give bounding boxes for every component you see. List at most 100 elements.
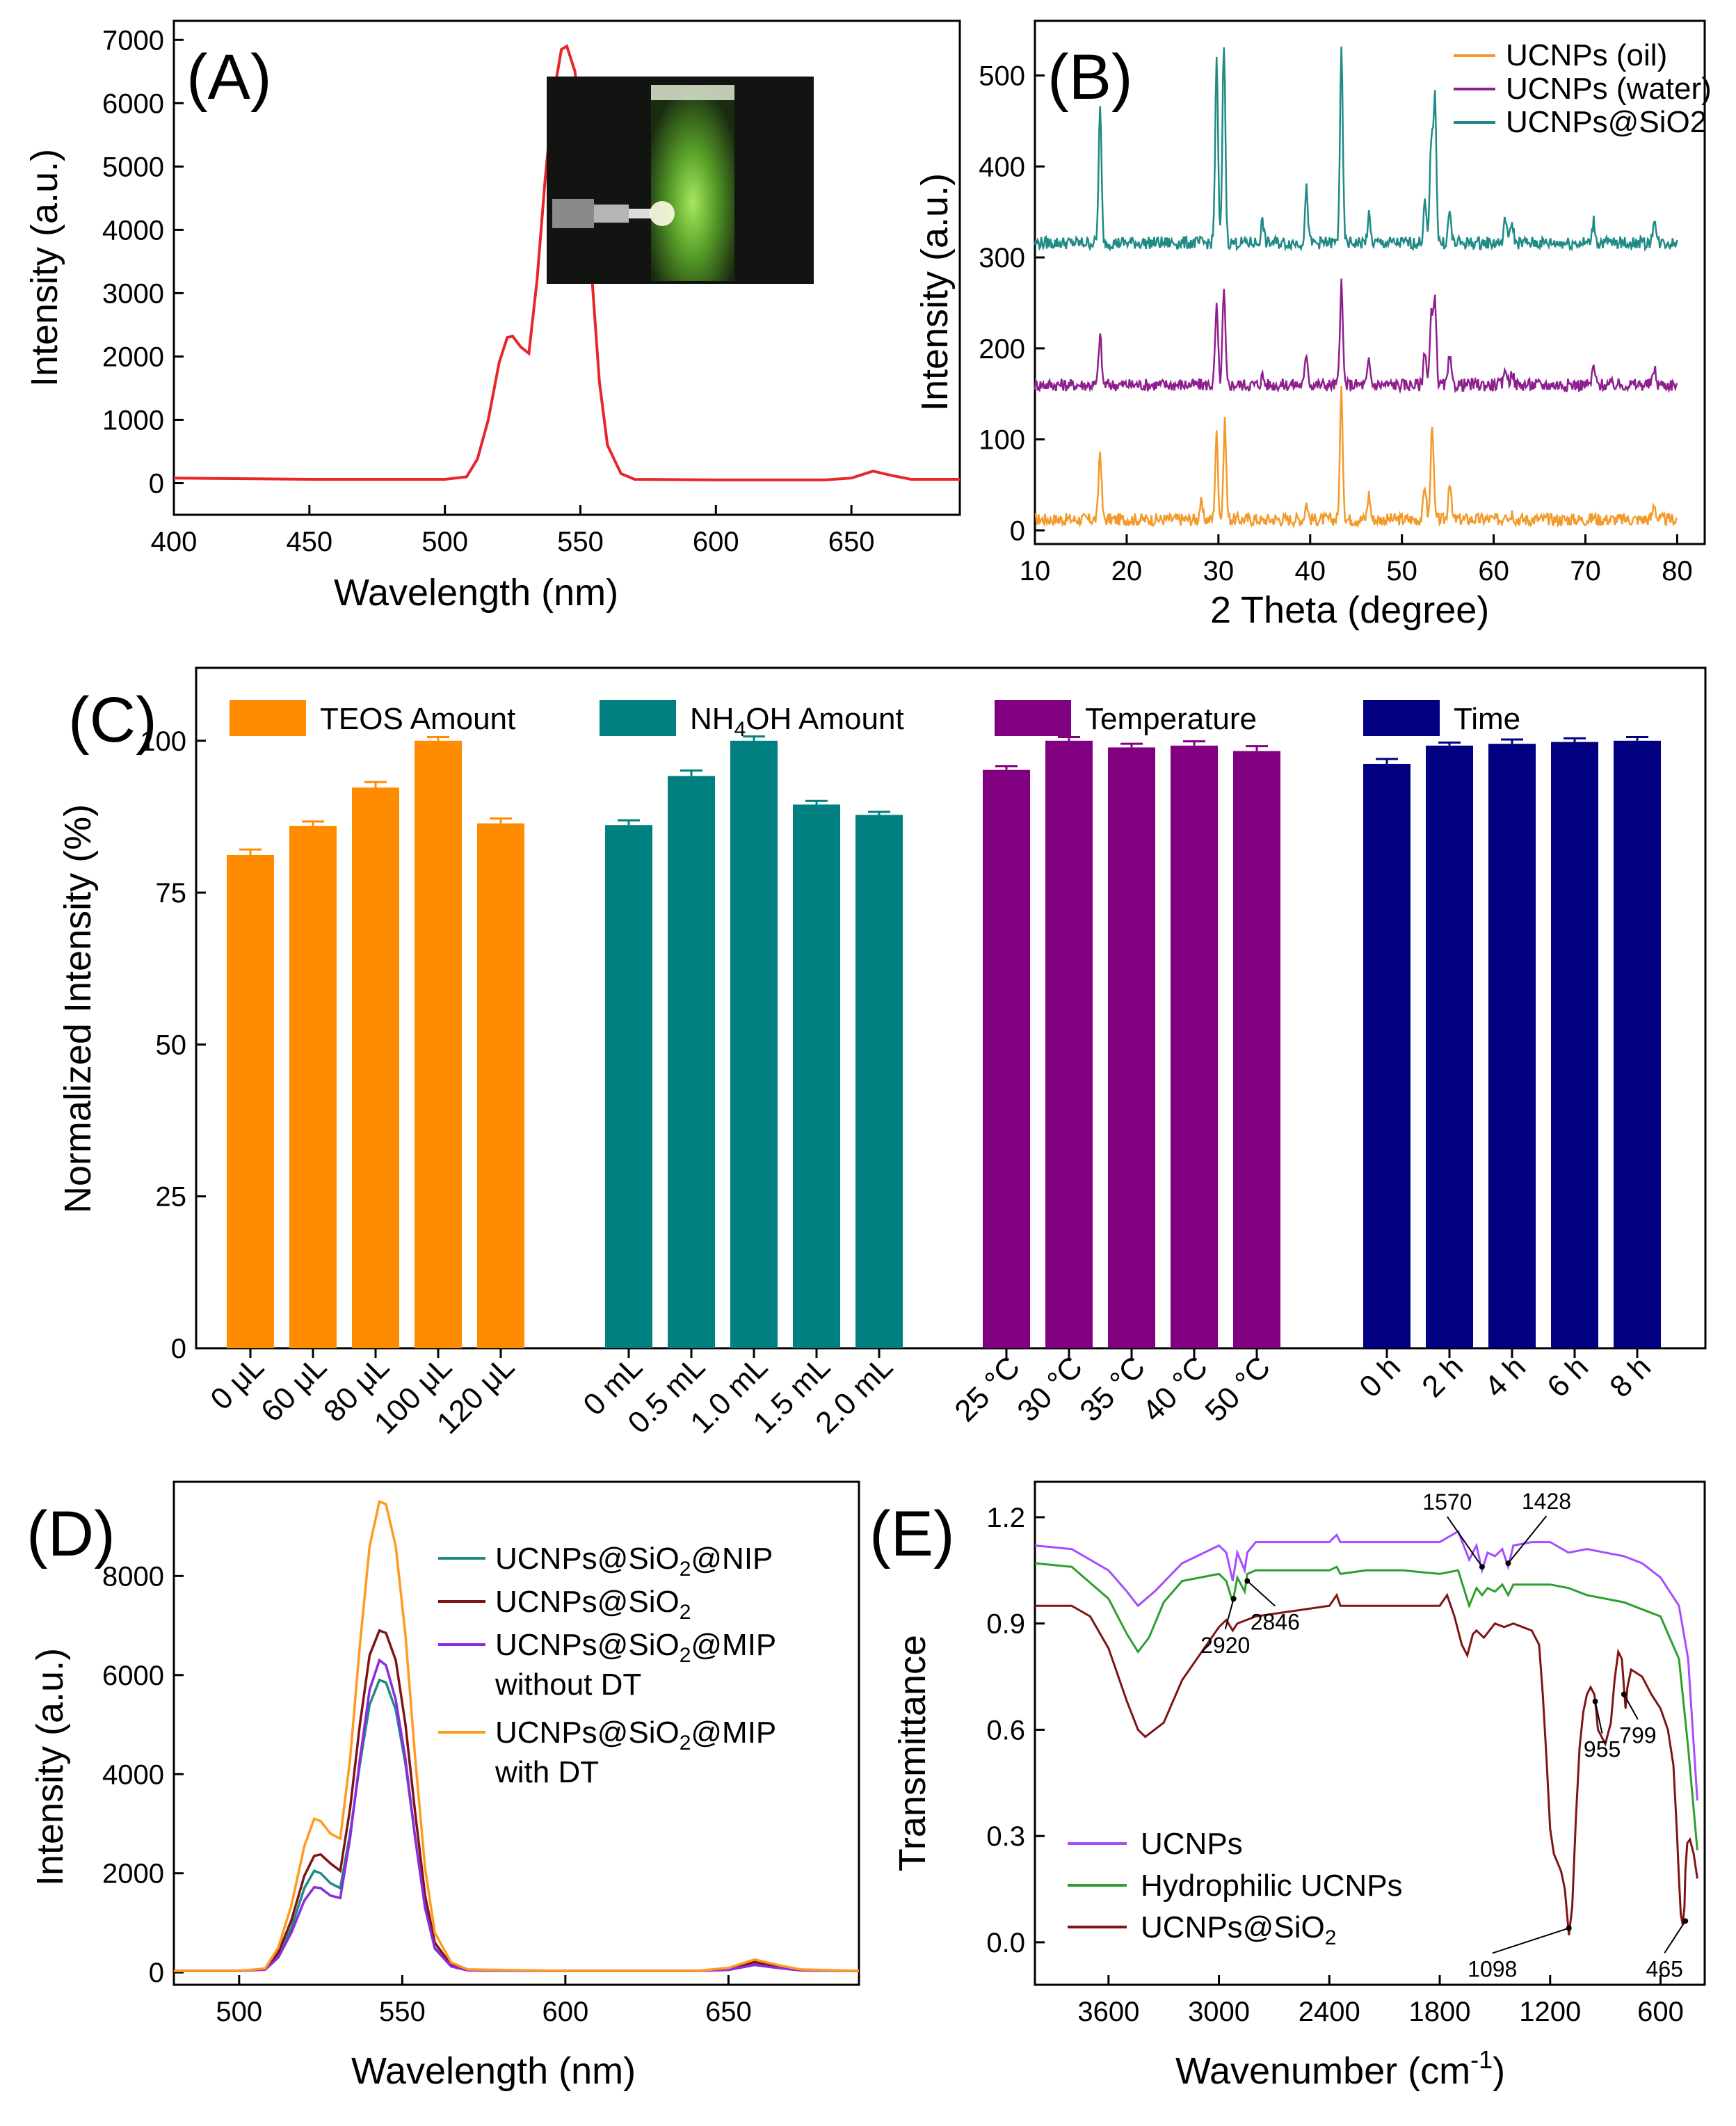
panel-d-x-tick-label: 550 <box>379 1997 426 2027</box>
x-tick-label: 60 μL <box>255 1350 333 1428</box>
x-tick-label: 4 h <box>1478 1350 1532 1404</box>
panel-a-label: (A) <box>186 42 272 113</box>
panel-b-y-tick-label: 500 <box>979 61 1025 91</box>
annotation-label: 1570 <box>1422 1489 1472 1514</box>
panel-c-y-tick-label: 25 <box>156 1182 187 1213</box>
bar <box>1614 740 1661 1348</box>
x-tick-label: 2 h <box>1415 1350 1470 1404</box>
panel-b-y-tick-label: 300 <box>979 243 1025 273</box>
legend-label-mip-without: UCNPs@SiO2@MIP <box>495 1628 776 1667</box>
panel-b-x-ticks: 10 20 30 40 50 60 70 80 <box>1020 534 1693 586</box>
panel-b-label: (B) <box>1047 42 1133 113</box>
panel-e-y-tick-label: 0.0 <box>986 1928 1025 1958</box>
annotation-arrowhead <box>1244 1578 1251 1584</box>
panel-c-y-tick-label: 0 <box>171 1334 186 1364</box>
panel-d-x-tick-label: 600 <box>542 1997 588 2027</box>
annotation-arrow <box>1447 1516 1483 1567</box>
ftir-series-line <box>1035 1592 1698 1935</box>
panel-c-y-title: Normalized Intensity (%) <box>57 804 99 1213</box>
panel-a-x-tick-label: 500 <box>421 527 468 557</box>
panel-c-label: (C) <box>68 685 157 756</box>
panel-e-x-tick-label: 600 <box>1637 1997 1684 2027</box>
panel-a-y-title: Intensity (a.u.) <box>24 149 65 387</box>
panel-b-x-tick-label: 80 <box>1662 556 1693 586</box>
panel-b-x-tick-label: 60 <box>1478 556 1509 586</box>
panel-b-xrd-lines <box>1034 46 1678 529</box>
legend-label-sio2: UCNPs@SiO2 <box>495 1585 691 1624</box>
legend-swatch-nh4oh <box>600 700 676 736</box>
panel-a-x-title: Wavelength (nm) <box>334 572 618 614</box>
bar <box>1171 745 1218 1348</box>
bar <box>1108 747 1155 1348</box>
panel-c-legend: TEOS Amount NH4OH Amount Temperature Tim… <box>230 700 1520 741</box>
panel-d-y-tick-label: 8000 <box>102 1561 164 1592</box>
legend-label-teos: TEOS Amount <box>320 702 515 736</box>
panel-a-y-tick-label: 3000 <box>102 278 164 309</box>
annotation-label: 2920 <box>1200 1633 1250 1658</box>
panel-b-legend: UCNPs (oil) UCNPs (water) UCNPs@SiO2 <box>1454 38 1712 139</box>
panel-c-y-tick-label: 50 <box>156 1030 187 1060</box>
panel-d-lines <box>174 1500 860 1972</box>
panel-a-y-tick-label: 5000 <box>102 152 164 182</box>
panel-a-y-tick-label: 1000 <box>102 405 164 435</box>
legend-swatch-teos <box>230 700 306 736</box>
annotation-arrow <box>1623 1694 1639 1720</box>
bar <box>855 815 903 1348</box>
panel-a-x-tick-label: 400 <box>151 527 198 557</box>
panel-c-y-ticks: 0 25 50 75 100 <box>140 726 206 1364</box>
panel-e-x-title: Wavenumber (cm-1) <box>1175 2045 1505 2092</box>
panel-a-y-tick-label: 0 <box>149 468 164 499</box>
panel-e-y-ticks: 0.0 0.3 0.6 0.9 1.2 <box>986 1503 1045 1958</box>
panel-a-y-tick-label: 6000 <box>102 88 164 119</box>
bar <box>605 825 652 1348</box>
panel-d-x-tick-label: 650 <box>705 1997 752 2027</box>
panel-e-x-tick-label: 1800 <box>1409 1997 1471 2027</box>
bar <box>352 788 399 1348</box>
legend-label-hydrophilic: Hydrophilic UCNPs <box>1141 1869 1403 1903</box>
legend-label-nip: UCNPs@SiO2@NIP <box>495 1542 773 1581</box>
bar <box>793 804 840 1348</box>
legend-label-water: UCNPs (water) <box>1506 72 1712 106</box>
bar <box>415 740 462 1348</box>
panel-b-x-tick-label: 20 <box>1111 556 1143 586</box>
annotation-arrow <box>1664 1920 1687 1953</box>
bar <box>1045 740 1093 1348</box>
annotation-label: 465 <box>1646 1956 1683 1981</box>
xrd-series-line <box>1034 46 1678 252</box>
bar <box>289 826 337 1348</box>
annotation-arrowhead <box>1230 1596 1237 1602</box>
panel-e-x-ticks: 3600 3000 2400 1800 1200 600 <box>1077 1975 1684 2027</box>
x-tick-label: 30 °C <box>1011 1350 1089 1428</box>
panel-b-frame <box>1034 19 1706 545</box>
panel-b-y-tick-label: 400 <box>979 152 1025 182</box>
panel-a-inset-photo <box>547 77 814 284</box>
panel-a-y-tick-label: 4000 <box>102 215 164 246</box>
ftir-series-line <box>1034 1530 1698 1801</box>
panel-c-y-tick-label: 75 <box>156 878 187 909</box>
bar <box>668 776 715 1348</box>
x-tick-label: 50 °C <box>1198 1350 1277 1428</box>
bar <box>983 769 1030 1348</box>
panel-b-x-tick-label: 40 <box>1295 556 1326 586</box>
legend-label-mip-with: UCNPs@SiO2@MIP <box>495 1716 776 1755</box>
panel-e-y-tick-label: 0.3 <box>986 1821 1025 1852</box>
annotation-arrowhead <box>1566 1925 1572 1931</box>
xrd-series-line <box>1034 386 1678 529</box>
annotation-label: 1098 <box>1468 1957 1517 1982</box>
x-tick-label: 0 h <box>1353 1350 1407 1404</box>
panel-e-x-tick-label: 1200 <box>1519 1997 1581 2027</box>
panel-a-y-tick-label: 2000 <box>102 342 164 372</box>
annotation-label: 955 <box>1584 1737 1621 1762</box>
legend-swatch-time <box>1363 700 1440 736</box>
annotation-label: 2846 <box>1251 1610 1300 1635</box>
annotation-arrow <box>1492 1927 1570 1954</box>
panel-a-x-tick-label: 650 <box>828 527 875 557</box>
annotation-label: 1428 <box>1522 1489 1571 1514</box>
x-tick-label: 8 h <box>1603 1350 1657 1404</box>
panel-b-x-tick-label: 70 <box>1570 556 1601 586</box>
panel-e-y-tick-label: 0.6 <box>986 1715 1025 1745</box>
bar <box>227 854 274 1348</box>
